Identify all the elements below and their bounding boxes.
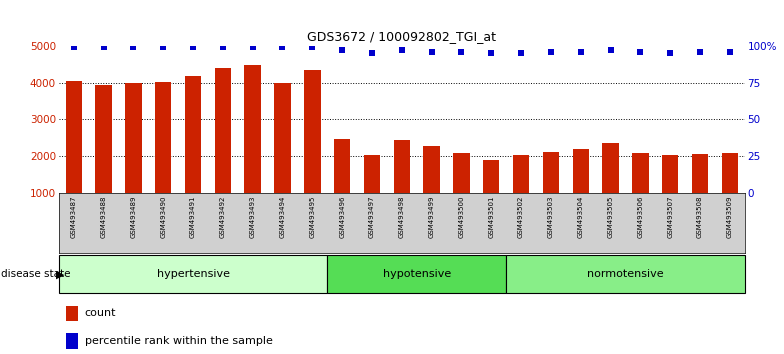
Text: normotensive: normotensive [587,269,664,279]
Text: percentile rank within the sample: percentile rank within the sample [85,336,273,346]
Bar [722,153,738,193]
Text: GSM493496: GSM493496 [339,196,345,239]
Bar [572,149,589,193]
Text: GSM493506: GSM493506 [637,196,644,239]
Bar [453,153,470,193]
Point [575,49,587,55]
Bar [66,81,82,193]
Text: GSM493503: GSM493503 [548,196,554,239]
Text: GSM493491: GSM493491 [190,196,196,239]
Bar [96,85,112,193]
Point [127,45,140,50]
Point [515,51,528,56]
Text: GSM493508: GSM493508 [697,196,703,239]
Bar [155,82,172,193]
Text: GSM493490: GSM493490 [160,196,166,239]
Point [97,45,110,50]
Bar [125,84,142,193]
Text: GSM493499: GSM493499 [429,196,434,239]
Text: disease state: disease state [1,269,71,279]
Bar [394,140,410,193]
FancyBboxPatch shape [506,255,745,293]
Text: hypotensive: hypotensive [383,269,451,279]
Text: GSM493488: GSM493488 [100,196,107,239]
Text: ▶: ▶ [56,269,65,279]
Text: GSM493489: GSM493489 [130,196,136,239]
FancyBboxPatch shape [59,255,327,293]
Point [456,49,468,55]
Text: count: count [85,308,116,318]
Point [216,45,229,50]
Bar [483,160,499,193]
Text: GSM493498: GSM493498 [399,196,405,239]
Text: GSM493493: GSM493493 [249,196,256,239]
Text: GSM493487: GSM493487 [71,196,77,239]
Point [634,49,647,55]
Text: GSM493505: GSM493505 [608,196,614,238]
Point [67,45,80,50]
Text: GSM493501: GSM493501 [488,196,494,239]
Bar [274,83,291,193]
Point [365,51,378,56]
Bar [185,76,201,193]
Text: hypertensive: hypertensive [157,269,230,279]
Point [724,49,736,55]
Bar [304,70,321,193]
Point [664,51,677,56]
Text: GSM493507: GSM493507 [667,196,673,239]
Bar [662,155,678,193]
Point [485,51,498,56]
Text: GSM493502: GSM493502 [518,196,524,238]
Point [306,45,318,50]
Point [545,49,557,55]
Bar [513,155,529,193]
Title: GDS3672 / 100092802_TGI_at: GDS3672 / 100092802_TGI_at [307,30,496,44]
Point [395,47,408,53]
Point [694,49,706,55]
Bar [364,155,380,193]
Bar [215,68,231,193]
Bar [245,65,261,193]
Bar [66,333,78,348]
Point [336,47,348,53]
Text: GSM493509: GSM493509 [727,196,733,239]
Point [276,45,289,50]
Bar [543,152,559,193]
Text: GSM493504: GSM493504 [578,196,584,238]
Point [157,45,169,50]
Point [426,49,438,55]
Text: GSM493492: GSM493492 [220,196,226,238]
Bar [632,153,648,193]
Bar [691,154,708,193]
Text: GSM493497: GSM493497 [369,196,375,239]
Text: GSM493495: GSM493495 [310,196,315,238]
Point [246,45,259,50]
Text: GSM493494: GSM493494 [279,196,285,238]
Bar [66,306,78,321]
Bar [334,138,350,193]
Bar [602,143,619,193]
Text: GSM493500: GSM493500 [459,196,464,239]
FancyBboxPatch shape [327,255,506,293]
Point [604,47,617,53]
Bar [423,146,440,193]
Point [187,45,199,50]
